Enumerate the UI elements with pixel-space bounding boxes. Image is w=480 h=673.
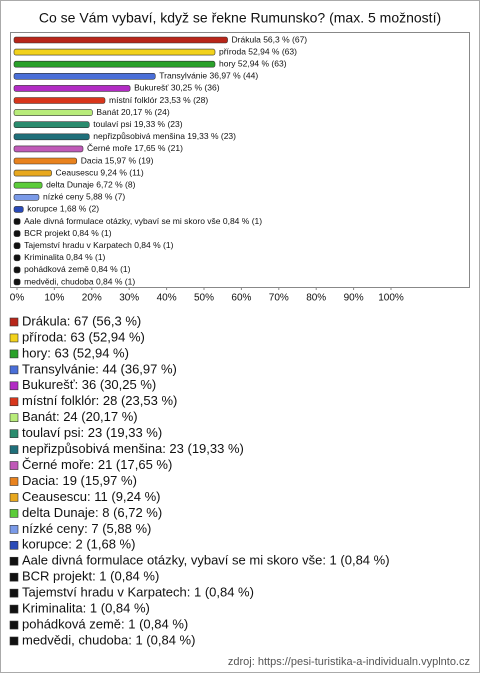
bar-label: BCR projekt 0,84 % (1) xyxy=(24,228,112,238)
bar-label: delta Dunaje 6,72 % (8) xyxy=(46,179,135,189)
legend-swatch xyxy=(9,429,19,438)
x-tick-label: 60% xyxy=(231,293,251,304)
bar-label: korupce 1,68 % (2) xyxy=(27,204,99,214)
bar xyxy=(13,48,216,56)
legend-label: Kriminalita: 1 (0,84 %) xyxy=(22,601,150,616)
x-tick-label: 50% xyxy=(194,293,214,304)
legend-label: Dacia: 19 (15,97 %) xyxy=(22,473,137,488)
bar-label: medvědi, chudoba 0,84 % (1) xyxy=(24,276,135,286)
bar xyxy=(13,73,156,80)
legend-label: toulaví psi: 23 (19,33 %) xyxy=(22,425,162,440)
bar xyxy=(13,97,106,104)
legend-swatch xyxy=(9,461,19,470)
bar xyxy=(13,121,90,128)
bar-label: Ceausescu 9,24 % (11) xyxy=(56,167,144,177)
bar xyxy=(13,206,24,213)
bar-label: Kriminalita 0,84 % (1) xyxy=(24,252,105,262)
x-tick-label: 100% xyxy=(378,293,404,304)
bar xyxy=(13,218,21,225)
bar-label: Aale divná formulace otázky, vybaví se m… xyxy=(24,216,262,226)
legend-label: příroda: 63 (52,94 %) xyxy=(22,329,145,344)
bar-label: pohádková země 0,84 % (1) xyxy=(24,264,130,274)
bar-label: nízké ceny 5,88 % (7) xyxy=(43,192,125,202)
legend-label: Aale divná formulace otázky, vybaví se m… xyxy=(22,553,390,568)
legend-label: nízké ceny: 7 (5,88 %) xyxy=(22,521,151,536)
legend-swatch xyxy=(9,525,19,534)
bar xyxy=(13,60,216,68)
legend-swatch xyxy=(9,493,19,502)
bar xyxy=(13,266,21,274)
x-tick-label: 90% xyxy=(344,293,364,304)
bar xyxy=(13,278,21,286)
bar xyxy=(13,242,21,249)
bar xyxy=(13,194,40,201)
x-tick-label: 10% xyxy=(44,293,64,304)
x-tick-label: 20% xyxy=(82,293,102,304)
legend-swatch xyxy=(9,540,19,550)
legend-swatch xyxy=(9,636,19,646)
legend-label: místní folklór: 28 (23,53 %) xyxy=(22,393,177,408)
chart-title: Co se Vám vybaví, když se řekne Rumunsko… xyxy=(39,10,441,26)
legend-label: pohádková země: 1 (0,84 %) xyxy=(22,616,188,631)
bar xyxy=(13,85,131,92)
bar-label: Dacia 15,97 % (19) xyxy=(81,155,154,165)
bar xyxy=(13,157,78,165)
bar xyxy=(13,181,43,189)
x-tick-label: 70% xyxy=(269,293,289,304)
x-tick-label: 40% xyxy=(157,293,177,304)
legend-swatch xyxy=(9,413,19,423)
legend-label: hory: 63 (52,94 %) xyxy=(22,345,129,360)
legend-label: delta Dunaje: 8 (6,72 %) xyxy=(22,505,162,520)
legend-swatch xyxy=(9,317,19,327)
legend-swatch xyxy=(9,620,19,630)
x-tick-label: 30% xyxy=(119,293,139,304)
legend-label: Tajemství hradu v Karpatech: 1 (0,84 %) xyxy=(22,585,254,600)
legend-swatch xyxy=(9,509,19,518)
legend-swatch xyxy=(9,365,19,375)
legend-label: korupce: 2 (1,68 %) xyxy=(22,537,135,552)
legend-label: BCR projekt: 1 (0,84 %) xyxy=(22,569,159,584)
legend-swatch xyxy=(9,349,19,359)
x-tick-label: 80% xyxy=(306,293,326,304)
legend-swatch xyxy=(9,381,19,391)
bar-label: hory 52,94 % (63) xyxy=(219,58,287,68)
legend-swatch xyxy=(9,477,19,486)
bar-label: příroda 52,94 % (63) xyxy=(219,46,297,56)
legend-swatch xyxy=(9,556,19,566)
legend-label: Banát: 24 (20,17 %) xyxy=(22,409,138,424)
bar-label: Černé moře 17,65 % (21) xyxy=(87,143,183,153)
bar-label: Tajemství hradu v Karpatech 0,84 % (1) xyxy=(24,240,173,250)
legend-label: Černé moře: 21 (17,65 %) xyxy=(22,457,172,472)
legend-swatch xyxy=(9,333,19,343)
legend-swatch xyxy=(9,397,19,407)
bar xyxy=(13,230,21,237)
legend-swatch xyxy=(9,588,19,598)
legend-label: Ceausescu: 11 (9,24 %) xyxy=(22,489,161,504)
legend-label: Bukurešť: 36 (30,25 %) xyxy=(22,377,156,392)
bar-label: Transylvánie 36,97 % (44) xyxy=(159,71,258,81)
bar-label: Drákula 56,3 % (67) xyxy=(232,34,308,44)
x-tick-label: 0% xyxy=(10,293,25,304)
bar xyxy=(13,254,21,262)
bar-label: místní folklór 23,53 % (28) xyxy=(109,95,208,105)
legend-label: nepřizpůsobivá menšina: 23 (19,33 %) xyxy=(22,441,244,456)
legend-label: Transylvánie: 44 (36,97 %) xyxy=(22,361,177,376)
bar-label: Banát 20,17 % (24) xyxy=(96,107,169,117)
bar xyxy=(13,169,52,177)
bar-label: nepřizpůsobivá menšina 19,33 % (23) xyxy=(93,131,236,141)
legend-label: medvědi, chudoba: 1 (0,84 %) xyxy=(22,632,195,647)
bar xyxy=(13,109,93,116)
legend-swatch xyxy=(9,445,19,454)
legend-swatch xyxy=(9,604,19,614)
bar xyxy=(13,145,84,153)
bar-label: Bukurešť 30,25 % (36) xyxy=(134,83,220,93)
legend-swatch xyxy=(9,572,19,582)
source: zdroj: https://pesi-turistika-a-individu… xyxy=(228,656,470,668)
bar xyxy=(13,133,90,141)
legend-label: Drákula: 67 (56,3 %) xyxy=(22,313,141,328)
bar-label: toulaví psi 19,33 % (23) xyxy=(93,119,182,129)
bar xyxy=(13,36,228,44)
